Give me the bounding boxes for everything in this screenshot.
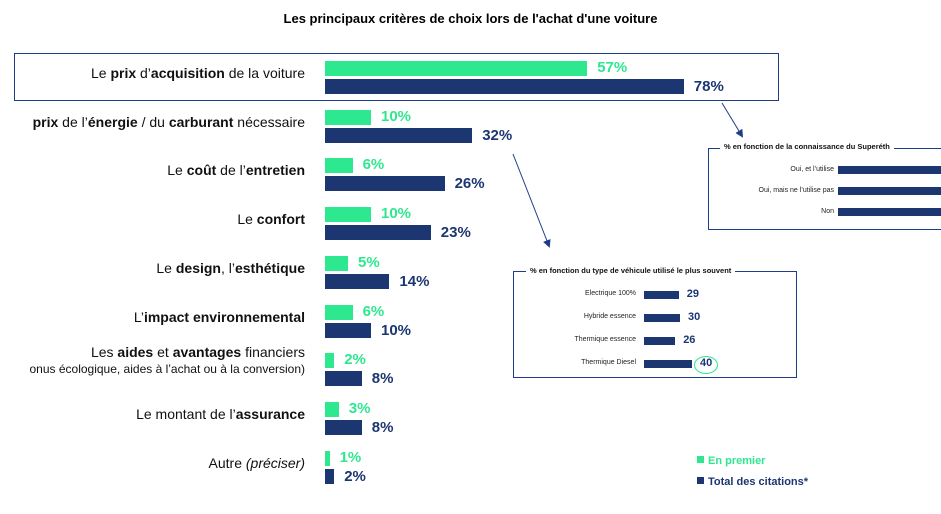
bar-en-premier [325, 353, 335, 368]
bar-total-citations [325, 274, 390, 289]
value-label-en-premier: 1% [339, 449, 362, 466]
bar-total-citations [325, 176, 445, 191]
inset-superethanol-bar [838, 208, 941, 216]
category-label: Les aides et avantages financiers onus éc… [29, 344, 305, 376]
inset-superethanol-title: % en fonction de la connaissance du Supe… [720, 142, 894, 151]
value-label-total-citations: 10% [381, 322, 412, 339]
legend-total-swatch [697, 477, 704, 484]
bar-en-premier [325, 305, 353, 320]
category-label: Le montant de l’assurance [136, 406, 305, 422]
legend-first-swatch [697, 456, 704, 463]
category-label: prix de l’énergie / du carburant nécessa… [32, 114, 305, 130]
bar-en-premier [325, 256, 348, 271]
inset-superethanol-bar [838, 187, 941, 195]
value-label-en-premier: 10% [381, 108, 412, 125]
bar-total-citations [325, 469, 335, 484]
value-label-en-premier: 2% [344, 351, 366, 368]
bar-total-citations [325, 371, 362, 386]
value-label-en-premier: 57% [597, 59, 628, 76]
bar-en-premier [325, 402, 339, 417]
inset-highlight-circle [694, 356, 718, 374]
inset-vehicle-type-label: Hybride essence [583, 313, 636, 320]
arrow-to-vehicle-inset [512, 153, 551, 248]
bar-total-citations [325, 323, 371, 338]
bar-en-premier [325, 110, 371, 125]
inset-vehicle-type-bar [644, 314, 680, 322]
inset-vehicle-type-value: 30 [688, 311, 701, 323]
value-label-total-citations: 26% [454, 175, 485, 192]
legend-total-label: Total des citations* [708, 476, 809, 488]
value-label-en-premier: 6% [362, 303, 385, 320]
inset-superethanol-label: Non [821, 208, 834, 215]
legend-first: En premier [697, 455, 765, 467]
bar-en-premier [325, 451, 330, 466]
category-label: Le prix d’acquisition de la voiture [90, 65, 305, 81]
category-label: Le design, l’esthétique [156, 260, 305, 276]
inset-vehicle-type-value: 29 [686, 288, 700, 300]
inset-vehicle-type-value: 26 [683, 334, 696, 346]
inset-vehicle-type-label: Thermique essence [574, 336, 636, 343]
value-label-en-premier: 6% [362, 156, 385, 173]
inset-vehicle-type-bar [644, 337, 676, 345]
inset-superethanol-label: Oui, et l’utilise [790, 166, 834, 173]
arrow-to-superethanol-inset [721, 102, 744, 138]
inset-vehicle-type-bar [644, 360, 692, 368]
category-label: Le coût de l’entretien [167, 162, 305, 178]
value-label-total-citations: 23% [440, 224, 471, 241]
value-label-total-citations: 2% [344, 468, 366, 485]
category-label: Le confort [237, 211, 305, 227]
inset-vehicle-type-label: Thermique Diesel [581, 359, 636, 366]
value-label-total-citations: 32% [482, 127, 513, 144]
category-label: Autre (préciser) [208, 455, 305, 471]
legend-total: Total des citations* [697, 476, 808, 488]
bar-en-premier [325, 207, 371, 222]
bar-total-citations [325, 225, 431, 240]
value-label-total-citations: 78% [693, 78, 724, 95]
category-label: L’impact environnemental [133, 309, 305, 325]
value-label-en-premier: 10% [381, 205, 412, 222]
value-label-en-premier: 3% [348, 400, 371, 417]
legend-first-label: En premier [708, 455, 766, 467]
inset-superethanol-bar [838, 166, 941, 174]
inset-superethanol-label: Oui, mais ne l’utilise pas [758, 187, 834, 194]
value-label-total-citations: 8% [371, 419, 394, 436]
highlight-box [14, 53, 779, 101]
value-label-total-citations: 14% [399, 273, 430, 290]
bar-en-premier [325, 61, 588, 76]
inset-vehicle-type-title: % en fonction du type de véhicule utilis… [526, 266, 736, 275]
category-sublabel: onus écologique, aides à l’achat ou à la… [29, 362, 305, 376]
inset-vehicle-type-label: Electrique 100% [585, 290, 636, 297]
bar-total-citations [325, 420, 362, 435]
chart-title: Les principaux critères de choix lors de… [283, 11, 658, 26]
inset-vehicle-type-bar [644, 291, 679, 299]
bar-total-citations [325, 128, 473, 143]
bar-total-citations [325, 79, 684, 94]
value-label-total-citations: 8% [371, 370, 394, 387]
value-label-en-premier: 5% [358, 254, 380, 271]
bar-en-premier [325, 158, 353, 173]
